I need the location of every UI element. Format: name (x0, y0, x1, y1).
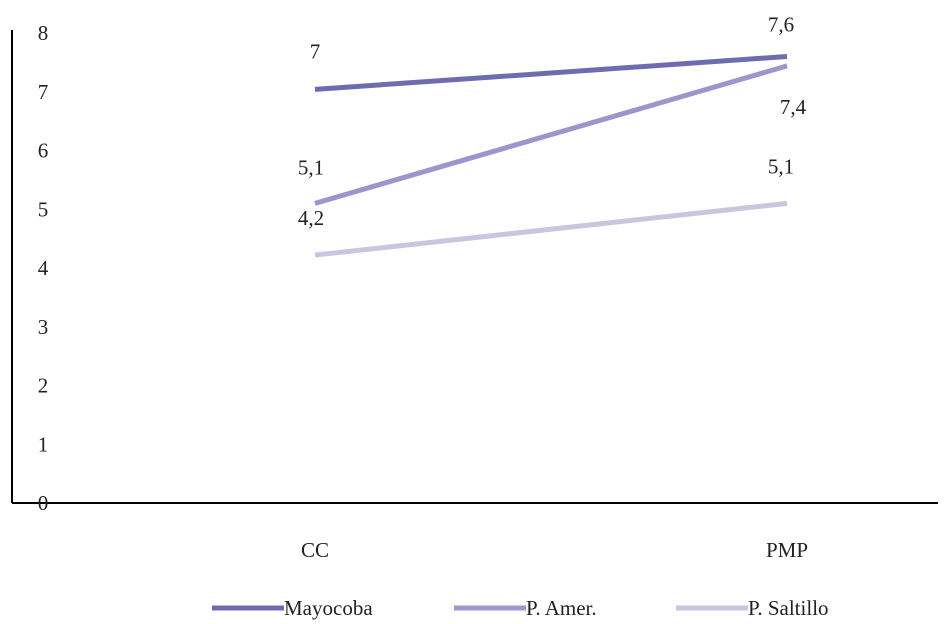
y-tick-label: 6 (38, 139, 49, 163)
legend: Mayocoba P. Amer. P. Saltillo (212, 596, 829, 620)
data-label: 5,1 (298, 155, 324, 179)
data-label: 4,2 (298, 206, 324, 230)
legend-label: P. Saltillo (748, 596, 829, 620)
data-label: 7 (310, 39, 321, 63)
y-tick-labels: 0 1 2 3 4 5 6 7 8 (38, 21, 49, 515)
x-tick-labels: CC PMP (301, 538, 808, 562)
series-line-2 (314, 63, 788, 206)
y-tick-label: 0 (38, 491, 49, 515)
data-labels: 7 7,6 5,1 7,4 4,2 5,1 (298, 13, 807, 231)
x-tick-label: PMP (766, 538, 808, 562)
y-tick-label: 4 (38, 256, 49, 280)
axes (11, 30, 938, 504)
y-tick-label: 8 (38, 21, 49, 45)
series-lines (314, 54, 788, 258)
y-tick-label: 7 (38, 80, 49, 104)
series-line-1 (314, 54, 788, 92)
data-label: 5,1 (768, 154, 794, 178)
series-line-3 (314, 200, 788, 258)
legend-label: P. Amer. (526, 596, 597, 620)
y-tick-label: 5 (38, 197, 49, 221)
y-tick-label: 1 (38, 432, 49, 456)
y-tick-label: 3 (38, 315, 49, 339)
x-tick-label: CC (301, 538, 329, 562)
data-label: 7,6 (768, 13, 794, 37)
data-label: 7,4 (780, 95, 807, 119)
legend-label: Mayocoba (284, 596, 373, 620)
y-tick-label: 2 (38, 374, 49, 398)
